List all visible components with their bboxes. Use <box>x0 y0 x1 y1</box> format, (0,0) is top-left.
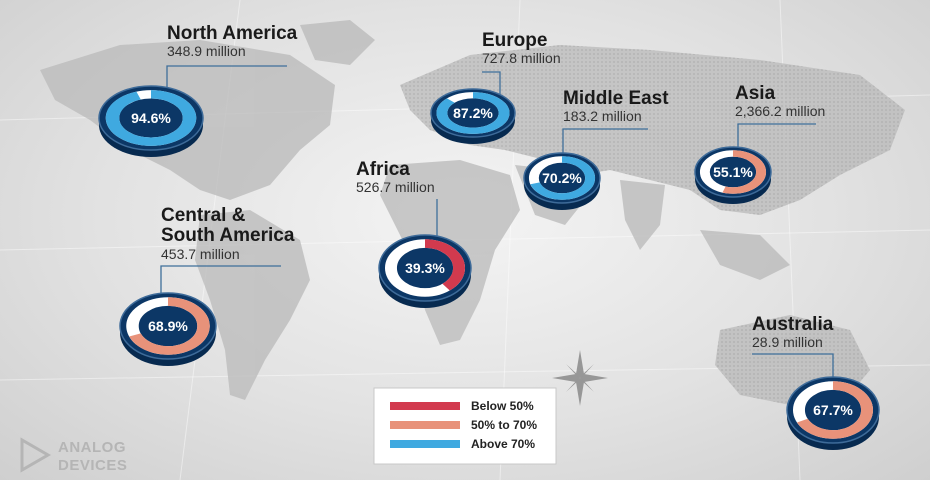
label-central-south-america-1: Central & <box>161 205 246 226</box>
label-australia: Australia <box>752 314 834 335</box>
pop-central-south-america: 453.7 million <box>161 246 240 262</box>
donut-europe: 87.2% <box>430 71 516 144</box>
legend-swatch-below-50 <box>390 402 460 410</box>
donut-charts: 94.6% 87.2% 70.2% 55.1% 39.3% 68.9% 67.7% <box>98 65 880 450</box>
donut-australia: 67.7% <box>752 353 880 450</box>
leader-line-europe <box>482 71 501 95</box>
legend-label-50-70: 50% to 70% <box>471 418 537 432</box>
donut-arc-europe <box>436 92 510 134</box>
donut-pct-asia: 55.1% <box>713 164 753 180</box>
pop-north-america: 348.9 million <box>167 43 246 59</box>
logo-line-2: DEVICES <box>58 457 127 474</box>
label-central-south-america-2: South America <box>161 225 295 246</box>
donut-pct-europe: 87.2% <box>453 105 493 121</box>
label-africa: Africa <box>356 159 410 180</box>
legend-label-below-50: Below 50% <box>471 399 534 413</box>
donut-arc-africa <box>384 239 466 297</box>
map-india <box>620 180 665 250</box>
donut-pct-australia: 67.7% <box>813 402 853 418</box>
map-se-asia <box>700 230 790 280</box>
donut-center-australia <box>805 390 861 430</box>
label-north-america: North America <box>167 23 298 44</box>
donut-pct-central-south-america: 68.9% <box>148 318 188 334</box>
donut-pct-north-america: 94.6% <box>131 110 171 126</box>
legend-swatch-50-70 <box>390 421 460 429</box>
leader-line-asia <box>737 123 816 150</box>
leader-line-central-south-america <box>160 265 281 297</box>
compass-rose <box>552 350 608 406</box>
donut-arc-australia <box>792 381 874 439</box>
donut-pct-africa: 39.3% <box>405 260 445 276</box>
donut-center-central-south-america <box>139 306 197 346</box>
label-europe: Europe <box>482 30 547 51</box>
donut-pct-middle-east: 70.2% <box>542 170 582 186</box>
logo-triangle-icon <box>20 437 52 473</box>
legend: Below 50% 50% to 70% Above 70% <box>373 387 557 465</box>
donut-arc-asia <box>699 150 767 194</box>
map-greenland <box>300 20 375 65</box>
leader-line-australia <box>752 353 834 381</box>
legend-swatch-above-70 <box>390 440 460 448</box>
donut-center-europe <box>448 99 498 127</box>
donut-central-south-america: 68.9% <box>119 265 281 366</box>
donut-arc-central-south-america <box>126 297 210 355</box>
donut-arc-north-america <box>105 90 197 146</box>
donut-middle-east: 70.2% <box>523 128 648 210</box>
region-labels: North America 348.9 million Europe 727.8… <box>161 23 834 350</box>
pop-europe: 727.8 million <box>482 50 561 66</box>
logo-line-1: ANALOG <box>58 439 126 456</box>
label-asia: Asia <box>735 83 776 104</box>
donut-center-north-america <box>120 99 182 137</box>
map-south-america <box>195 210 310 400</box>
pop-middle-east: 183.2 million <box>563 108 642 124</box>
leader-line-north-america <box>166 65 287 90</box>
label-middle-east: Middle East <box>563 88 669 109</box>
donut-center-africa <box>397 248 453 288</box>
donut-asia: 55.1% <box>694 123 816 204</box>
donut-center-asia <box>710 157 756 187</box>
donut-north-america: 94.6% <box>98 65 287 157</box>
donut-arc-middle-east <box>528 156 596 200</box>
donut-africa: 39.3% <box>378 199 472 308</box>
pop-asia: 2,366.2 million <box>735 103 825 119</box>
leader-line-middle-east <box>562 128 648 157</box>
analog-devices-logo: ANALOG DEVICES <box>20 437 127 474</box>
legend-label-above-70: Above 70% <box>471 437 535 451</box>
donut-center-middle-east <box>539 163 585 193</box>
pop-africa: 526.7 million <box>356 179 435 195</box>
pop-australia: 28.9 million <box>752 334 823 350</box>
